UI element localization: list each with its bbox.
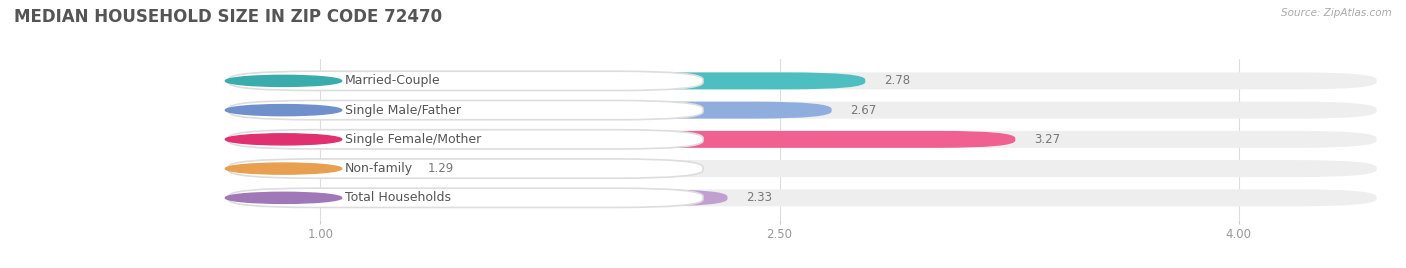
- FancyBboxPatch shape: [235, 131, 1015, 148]
- FancyBboxPatch shape: [235, 160, 1376, 177]
- Text: Single Male/Father: Single Male/Father: [344, 104, 461, 117]
- FancyBboxPatch shape: [235, 189, 1376, 206]
- Circle shape: [225, 134, 342, 145]
- Circle shape: [225, 75, 342, 87]
- Circle shape: [225, 105, 342, 116]
- Text: MEDIAN HOUSEHOLD SIZE IN ZIP CODE 72470: MEDIAN HOUSEHOLD SIZE IN ZIP CODE 72470: [14, 8, 441, 26]
- FancyBboxPatch shape: [235, 102, 1376, 119]
- Circle shape: [225, 163, 342, 174]
- Text: Married-Couple: Married-Couple: [344, 75, 440, 87]
- Text: Source: ZipAtlas.com: Source: ZipAtlas.com: [1281, 8, 1392, 18]
- FancyBboxPatch shape: [235, 72, 865, 89]
- FancyBboxPatch shape: [228, 71, 703, 91]
- FancyBboxPatch shape: [228, 100, 703, 120]
- FancyBboxPatch shape: [228, 130, 703, 149]
- FancyBboxPatch shape: [235, 72, 1376, 89]
- Circle shape: [225, 192, 342, 203]
- Text: 2.78: 2.78: [883, 75, 910, 87]
- Text: 2.33: 2.33: [745, 191, 772, 204]
- FancyBboxPatch shape: [228, 159, 703, 178]
- Text: Non-family: Non-family: [344, 162, 413, 175]
- Text: Single Female/Mother: Single Female/Mother: [344, 133, 481, 146]
- FancyBboxPatch shape: [235, 189, 727, 206]
- FancyBboxPatch shape: [228, 188, 703, 207]
- Text: 2.67: 2.67: [851, 104, 876, 117]
- Text: 3.27: 3.27: [1033, 133, 1060, 146]
- FancyBboxPatch shape: [235, 131, 1376, 148]
- FancyBboxPatch shape: [235, 102, 831, 119]
- Text: Total Households: Total Households: [344, 191, 451, 204]
- Text: 1.29: 1.29: [427, 162, 454, 175]
- FancyBboxPatch shape: [235, 160, 409, 177]
